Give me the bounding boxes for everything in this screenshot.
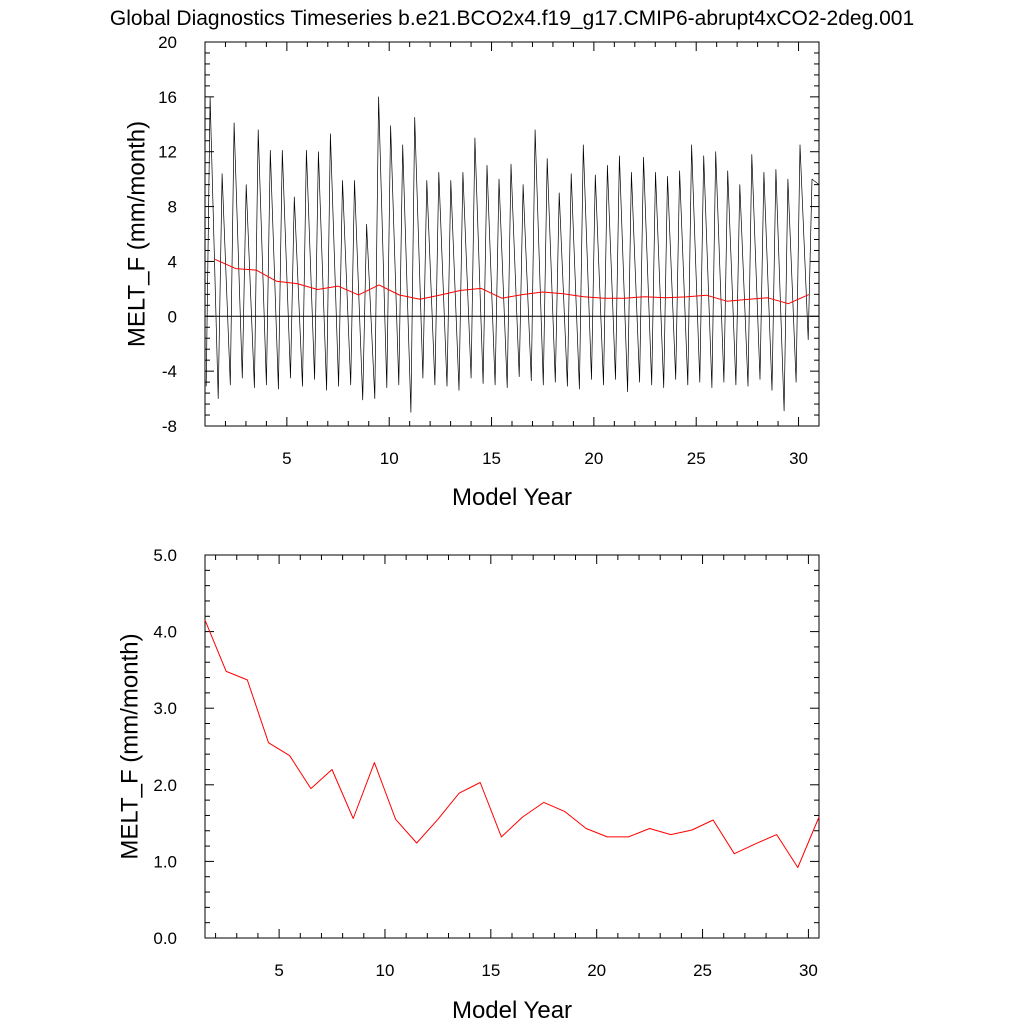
top-annual-series-line (214, 258, 810, 305)
top-plot-area: -8 -4 0 4 8 12 16 20 5 10 15 20 25 30 (158, 33, 820, 468)
bottom-plot-area: 0.0 1.0 2.0 3.0 4.0 5.0 5 10 15 20 25 30 (153, 546, 820, 980)
bottom-x-tick-label: 15 (481, 961, 500, 980)
bottom-y-tick-label: 0.0 (153, 929, 177, 948)
top-y-tick-label: 4 (168, 252, 177, 271)
top-x-axis-label: Model Year (452, 484, 572, 511)
top-monthly-series-line (205, 96, 820, 413)
top-x-tick-label: 15 (482, 449, 501, 468)
bottom-annual-series-line (204, 619, 820, 868)
bottom-x-tick-label: 10 (376, 961, 395, 980)
bottom-y-tick-label: 3.0 (153, 699, 177, 718)
top-y-tick-label: 12 (158, 143, 177, 162)
bottom-panel: 0.0 1.0 2.0 3.0 4.0 5.0 5 10 15 20 25 30 MELT_F (mm… (116, 546, 820, 1024)
bottom-y-tick-label: 2.0 (153, 776, 177, 795)
top-y-axis-label: MELT_F (mm/month) (123, 121, 150, 347)
top-y-tick-label: 8 (168, 198, 177, 217)
top-panel: -8 -4 0 4 8 12 16 20 5 10 15 20 25 30 MELT_F (mm/mont… (123, 33, 820, 511)
top-x-tick-label: 30 (789, 449, 808, 468)
bottom-x-tick-label: 25 (693, 961, 712, 980)
top-x-tick-label: 10 (380, 449, 399, 468)
bottom-plot-frame (204, 554, 820, 939)
bottom-x-tick-label: 30 (799, 961, 818, 980)
top-y-tick-label: 0 (168, 307, 177, 326)
bottom-y-axis-label: MELT_F (mm/month) (116, 633, 143, 859)
bottom-y-tick-label: 5.0 (153, 546, 177, 565)
bottom-x-tick-label: 20 (587, 961, 606, 980)
top-y-tick-label: 16 (158, 88, 177, 107)
top-y-tick-label: -4 (162, 362, 177, 381)
bottom-y-tick-label: 1.0 (153, 852, 177, 871)
bottom-x-tick-label: 5 (274, 961, 283, 980)
top-x-tick-label: 25 (687, 449, 706, 468)
bottom-y-tick-label: 4.0 (153, 623, 177, 642)
top-x-tick-label: 20 (584, 449, 603, 468)
bottom-x-axis-label: Model Year (452, 997, 572, 1024)
top-x-tick-label: 5 (282, 449, 291, 468)
figure-title: Global Diagnostics Timeseries b.e21.BCO2… (110, 7, 914, 30)
top-y-tick-label: -8 (162, 417, 177, 436)
top-y-tick-label: 20 (158, 33, 177, 52)
